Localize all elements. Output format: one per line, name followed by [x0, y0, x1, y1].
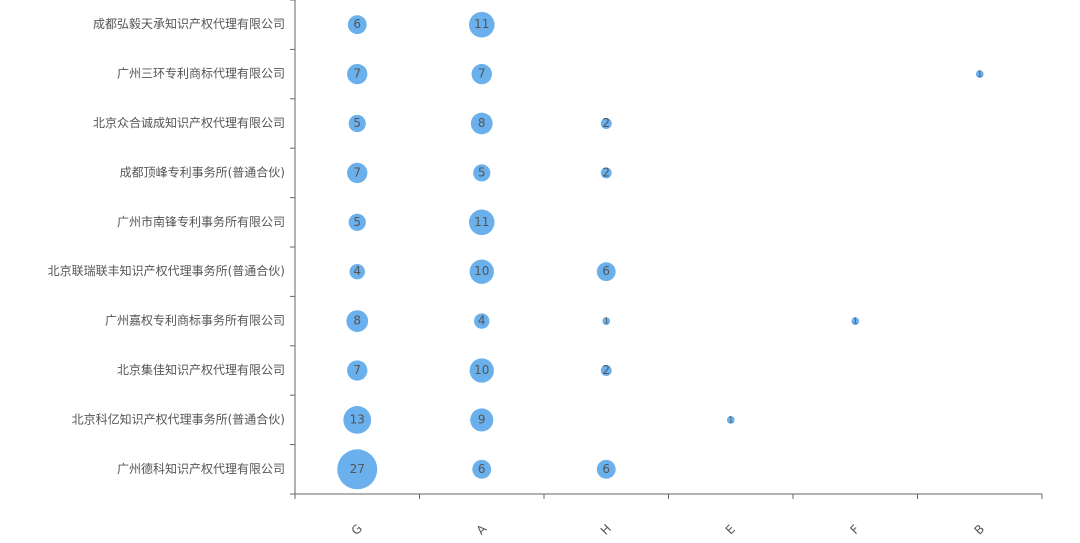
bubble — [347, 162, 368, 184]
bubble — [975, 70, 984, 78]
data-label: 2 — [602, 116, 610, 130]
bubble — [347, 15, 367, 35]
y-tick-label: 北京众合诚成知识产权代理有限公司 — [93, 115, 285, 130]
data-label: 2 — [602, 363, 610, 377]
bubble — [596, 262, 616, 282]
bubble — [468, 11, 495, 38]
x-tick-label: F — [848, 522, 863, 537]
data-label: 2 — [602, 165, 610, 179]
bubble — [347, 63, 368, 85]
bubble — [343, 406, 372, 434]
data-label: 11 — [474, 17, 489, 31]
data-label: 11 — [474, 215, 489, 229]
bubble — [347, 360, 368, 381]
bubble — [596, 459, 616, 479]
data-label: 9 — [478, 412, 486, 426]
data-label: 6 — [602, 462, 610, 476]
data-label: 1 — [728, 415, 733, 424]
bubble — [348, 213, 366, 231]
y-tick-label: 北京集佳知识产权代理有限公司 — [117, 362, 285, 377]
data-label: 6 — [602, 264, 610, 278]
data-label: 5 — [353, 116, 361, 130]
bubble — [600, 118, 612, 129]
x-tick-label: G — [349, 521, 365, 537]
bubble — [472, 459, 492, 479]
y-tick-label: 成都顶峰专利事务所(普通合伙) — [120, 164, 285, 179]
data-label: 7 — [353, 67, 361, 81]
data-label: 6 — [478, 462, 486, 476]
bubble — [600, 167, 612, 179]
y-tick-label: 成都弘毅天承知识产权代理有限公司 — [93, 16, 285, 31]
bubble — [602, 317, 611, 325]
bubble — [468, 209, 495, 236]
y-tick-label: 广州三环专利商标代理有限公司 — [117, 66, 285, 81]
x-tick-label: E — [723, 522, 738, 537]
data-label: 8 — [478, 116, 486, 130]
bubble — [348, 114, 366, 133]
bubble — [469, 358, 494, 383]
data-label: 13 — [350, 412, 365, 426]
bubble — [346, 310, 369, 332]
data-label: 6 — [353, 17, 361, 31]
y-tick-label: 广州市南锋专利事务所有限公司 — [117, 214, 285, 229]
data-label: 10 — [474, 264, 489, 278]
x-tick-label: A — [474, 521, 490, 537]
data-label: 4 — [478, 314, 486, 328]
bubble — [474, 313, 490, 329]
data-label: 27 — [350, 462, 365, 476]
data-label: 7 — [353, 165, 361, 179]
data-label: 5 — [353, 215, 361, 229]
bubble — [469, 259, 494, 284]
x-tick-label: B — [972, 522, 988, 538]
y-tick-label: 北京联瑞联丰知识产权代理事务所(普通合伙) — [48, 263, 285, 278]
y-tick-label: 北京科亿知识产权代理事务所(普通合伙) — [72, 411, 285, 426]
data-label: 1 — [977, 70, 982, 79]
data-label: 4 — [353, 264, 361, 278]
data-label: 1 — [853, 317, 858, 326]
bubble — [851, 317, 860, 325]
x-tick-label: H — [598, 522, 614, 538]
data-label: 10 — [474, 363, 489, 377]
y-tick-label: 广州德科知识产权代理有限公司 — [117, 461, 285, 476]
data-label: 5 — [478, 165, 486, 179]
data-label: 7 — [478, 67, 486, 81]
bubble — [349, 264, 365, 280]
data-label: 7 — [353, 363, 361, 377]
bubble — [600, 365, 612, 376]
bubble — [470, 408, 494, 432]
bubble — [337, 449, 378, 490]
y-tick-label: 广州嘉权专利商标事务所有限公司 — [105, 313, 285, 328]
bubble — [726, 416, 735, 424]
data-label: 8 — [353, 314, 361, 328]
bubble — [473, 164, 491, 182]
bubble — [470, 112, 493, 135]
data-label: 1 — [604, 317, 609, 326]
bubble — [471, 63, 492, 85]
